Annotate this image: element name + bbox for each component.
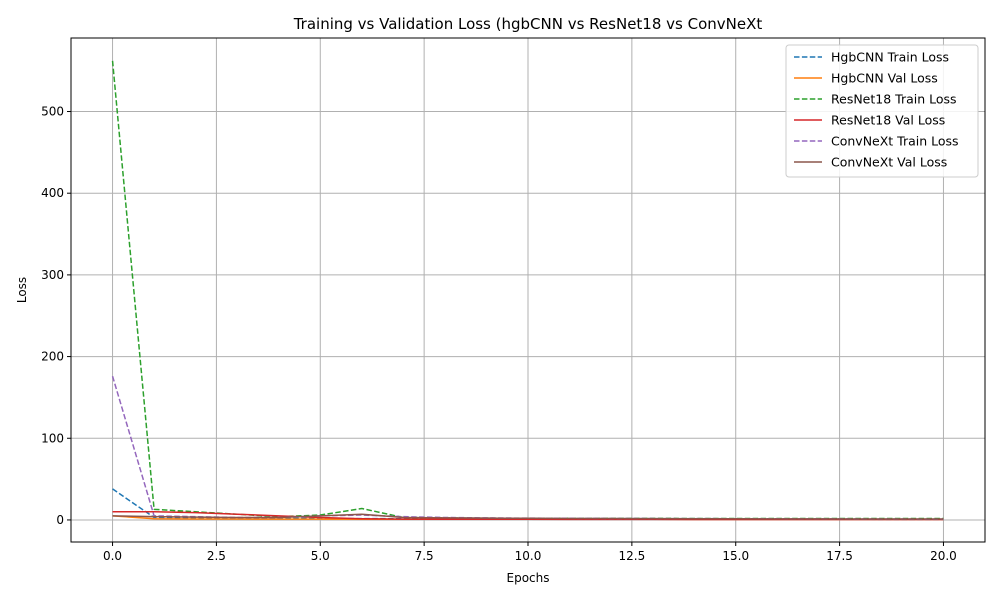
legend: HgbCNN Train Loss HgbCNN Val Loss ResNet18…: [785, 44, 979, 178]
x-tick-label: 15.0: [722, 549, 749, 563]
chart-title: Training vs Validation Loss (hgbCNN vs R…: [293, 15, 763, 33]
x-tick-label: 2.5: [207, 549, 226, 563]
x-tick-label: 17.5: [826, 549, 853, 563]
y-tick-label: 200: [41, 350, 64, 364]
legend-label: ResNet18 Train Loss: [831, 92, 957, 107]
y-tick-label: 0: [56, 513, 64, 527]
legend-box: [785, 44, 979, 178]
x-axis: 0.0 2.5 5.0 7.5 10.0 12.5 15.0 17.5 20.0: [103, 542, 957, 563]
x-tick-label: 12.5: [619, 549, 646, 563]
legend-label: ConvNeXt Val Loss: [831, 155, 947, 170]
y-tick-label: 400: [41, 186, 64, 200]
y-tick-label: 300: [41, 268, 64, 282]
series-lines: [111, 60, 944, 521]
y-axis-label: Loss: [15, 277, 29, 303]
x-tick-label: 5.0: [311, 549, 330, 563]
x-tick-label: 0.0: [103, 549, 122, 563]
legend-label: ResNet18 Val Loss: [831, 113, 945, 128]
legend-label: HgbCNN Val Loss: [831, 71, 938, 86]
x-tick-label: 7.5: [415, 549, 434, 563]
legend-label: ConvNeXt Train Loss: [831, 134, 959, 149]
x-axis-label: Epochs: [507, 571, 550, 585]
x-tick-label: 10.0: [515, 549, 542, 563]
y-tick-label: 100: [41, 431, 64, 445]
x-tick-label: 20.0: [930, 549, 957, 563]
series-line-convnext-val-loss: [112, 513, 944, 520]
y-tick-label: 500: [41, 105, 64, 119]
legend-label: HgbCNN Train Loss: [831, 50, 949, 65]
y-axis: 0 100 200 300 400 500: [41, 105, 71, 527]
